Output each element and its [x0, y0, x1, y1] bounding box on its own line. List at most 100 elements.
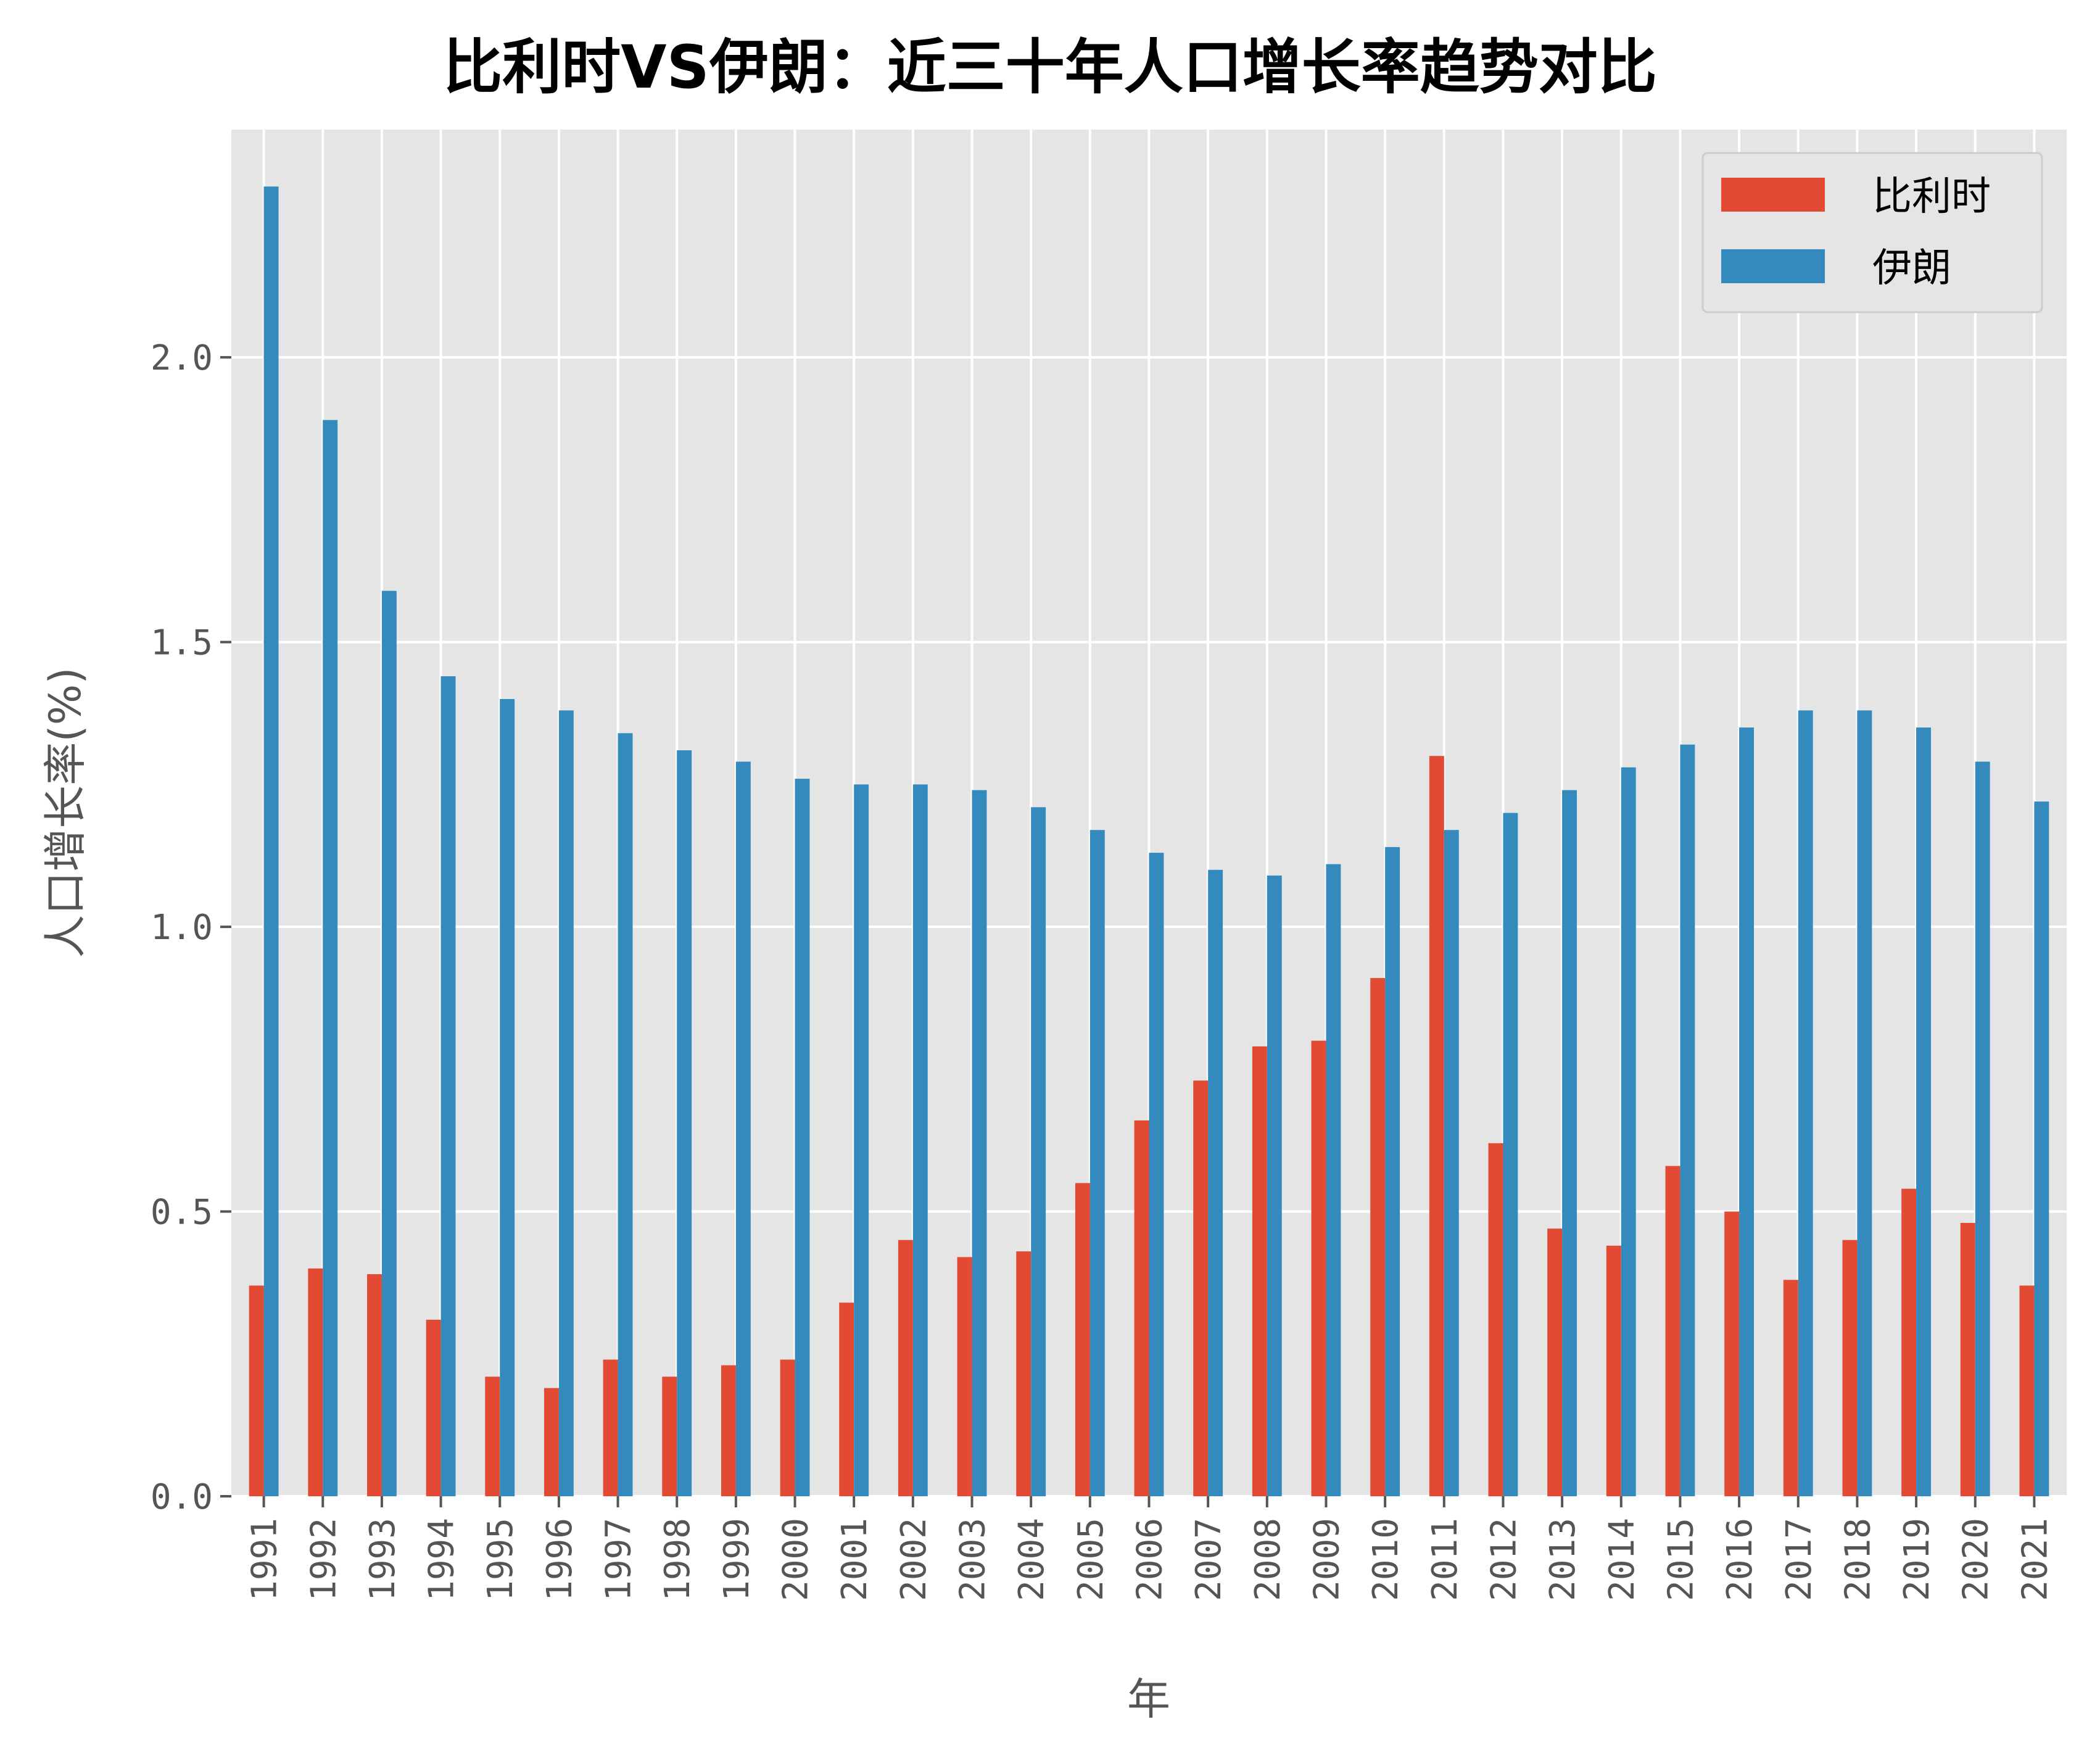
y-tick-label: 2.0	[151, 338, 213, 378]
x-tick-label: 1998	[658, 1518, 698, 1601]
x-tick-label: 1994	[422, 1518, 462, 1601]
bar-iran-2010	[1385, 847, 1400, 1496]
bar-iran-1994	[440, 676, 456, 1496]
legend-label-belgium: 比利时	[1872, 174, 1991, 220]
x-tick-label: 2021	[2015, 1518, 2055, 1601]
bar-iran-2000	[795, 779, 810, 1496]
x-tick-label: 2012	[1484, 1518, 1524, 1601]
bar-belgium-1997	[603, 1359, 618, 1496]
bar-iran-2012	[1503, 813, 1518, 1496]
x-tick-label: 2000	[776, 1518, 816, 1601]
bar-belgium-1996	[544, 1388, 559, 1496]
bar-iran-2004	[1031, 807, 1046, 1496]
axis-ticks: 0.0 0.5 1.0 1.5 2.0 1991 1992 1993 1994 1995 1996 1…	[151, 338, 2056, 1601]
bar-iran-2014	[1621, 767, 1636, 1496]
bar-belgium-1993	[367, 1274, 382, 1496]
legend-swatch-belgium	[1721, 178, 1825, 212]
bar-belgium-2017	[1783, 1280, 1798, 1496]
x-tick-label: 2018	[1838, 1518, 1878, 1601]
bar-belgium-1992	[308, 1268, 323, 1496]
x-tick-label: 2015	[1661, 1518, 1701, 1601]
x-tick-label: 2014	[1602, 1518, 1642, 1601]
bar-belgium-2018	[1842, 1240, 1858, 1496]
x-tick-label: 2011	[1425, 1518, 1465, 1601]
bar-iran-1992	[323, 420, 338, 1496]
bar-iran-2007	[1208, 869, 1223, 1496]
y-axis-label: 人口增长率(%)	[40, 667, 91, 958]
y-tick-label: 1.0	[151, 908, 213, 948]
bar-belgium-2003	[957, 1257, 972, 1496]
bar-belgium-2009	[1311, 1040, 1326, 1496]
y-tick-label: 1.5	[151, 623, 213, 663]
bar-iran-1995	[500, 698, 515, 1496]
x-axis-label: 年	[1127, 1674, 1170, 1725]
bar-iran-1997	[618, 733, 633, 1496]
x-tick-label: 1996	[540, 1518, 580, 1601]
bar-belgium-2013	[1547, 1228, 1563, 1496]
x-tick-label: 2003	[953, 1518, 993, 1601]
x-tick-label: 1993	[363, 1518, 403, 1601]
bar-iran-2018	[1857, 710, 1872, 1496]
bar-belgium-2016	[1724, 1211, 1740, 1496]
bar-iran-2008	[1267, 876, 1282, 1496]
bar-belgium-1991	[249, 1285, 264, 1496]
y-tick-label: 0.5	[151, 1193, 213, 1233]
bar-iran-2002	[912, 784, 928, 1496]
bar-belgium-2021	[2019, 1285, 2035, 1496]
bar-iran-2016	[1739, 727, 1755, 1496]
bar-iran-1993	[381, 590, 397, 1496]
x-tick-label: 1995	[481, 1518, 521, 1601]
bar-belgium-2012	[1488, 1143, 1503, 1496]
bar-iran-2003	[972, 790, 987, 1496]
bar-belgium-2011	[1429, 756, 1444, 1496]
bar-iran-2020	[1975, 761, 1990, 1496]
x-tick-label: 2008	[1248, 1518, 1288, 1601]
bar-belgium-2020	[1960, 1223, 1975, 1496]
bar-iran-1999	[735, 761, 751, 1496]
x-tick-label: 2019	[1897, 1518, 1937, 1601]
bar-iran-2001	[854, 784, 869, 1496]
bar-iran-1998	[677, 750, 692, 1496]
x-tick-label: 2006	[1130, 1518, 1170, 1601]
legend: 比利时 伊朗	[1701, 152, 2043, 313]
bar-belgium-2005	[1075, 1183, 1090, 1496]
bar-belgium-2019	[1901, 1188, 1917, 1496]
bar-iran-2021	[2034, 802, 2049, 1496]
bar-belgium-2001	[839, 1303, 854, 1496]
x-tick-label: 2020	[1956, 1518, 1996, 1601]
bar-iran-2017	[1798, 710, 1813, 1496]
bar-belgium-1999	[721, 1365, 736, 1496]
bar-belgium-1994	[426, 1319, 441, 1496]
bar-belgium-2015	[1665, 1166, 1680, 1496]
bar-iran-2019	[1916, 727, 1931, 1496]
bar-belgium-2007	[1193, 1080, 1209, 1496]
bar-iran-2006	[1149, 853, 1164, 1496]
bar-belgium-2002	[898, 1240, 913, 1496]
x-tick-label: 1992	[304, 1518, 344, 1601]
x-tick-label: 2010	[1366, 1518, 1406, 1601]
legend-label-iran: 伊朗	[1872, 246, 1951, 291]
x-tick-label: 2005	[1071, 1518, 1111, 1601]
bar-belgium-1995	[485, 1377, 500, 1496]
x-tick-label: 2002	[894, 1518, 934, 1601]
x-tick-label: 2001	[835, 1518, 875, 1601]
bar-belgium-2004	[1016, 1251, 1031, 1496]
bar-iran-1996	[558, 710, 574, 1496]
bar-iran-2009	[1326, 864, 1341, 1496]
bar-belgium-2010	[1370, 978, 1386, 1496]
bar-belgium-2000	[780, 1359, 795, 1496]
x-tick-label: 2016	[1720, 1518, 1760, 1601]
legend-swatch-iran	[1721, 249, 1825, 283]
x-tick-label: 2004	[1012, 1518, 1052, 1601]
bar-belgium-2006	[1134, 1120, 1149, 1496]
chart-title: 比利时VS伊朗：近三十年人口增长率趋势对比	[443, 33, 1656, 102]
bar-belgium-2014	[1606, 1245, 1621, 1496]
x-tick-label: 1991	[245, 1518, 285, 1601]
bar-iran-2015	[1680, 744, 1695, 1496]
bar-iran-2005	[1089, 830, 1105, 1496]
bar-iran-2011	[1444, 830, 1459, 1496]
x-tick-label: 1997	[599, 1518, 639, 1601]
x-tick-label: 1999	[717, 1518, 757, 1601]
